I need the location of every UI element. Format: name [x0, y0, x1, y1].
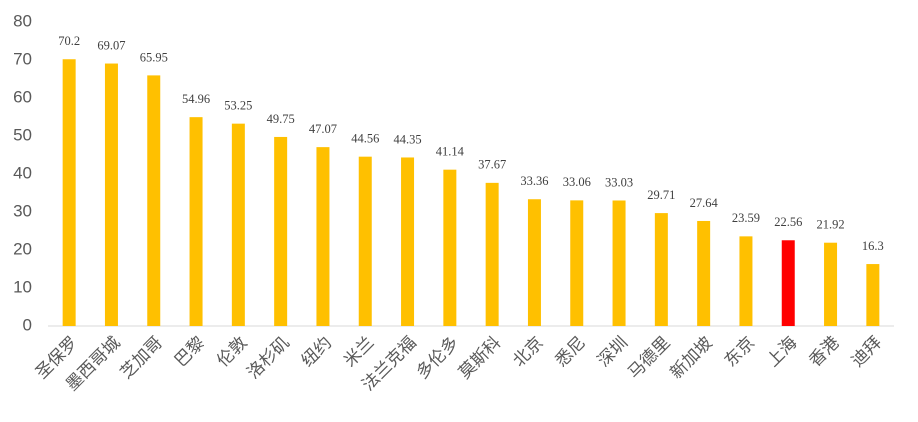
- value-label: 33.03: [605, 175, 633, 189]
- value-label: 49.75: [267, 112, 295, 126]
- value-label: 22.56: [774, 215, 802, 229]
- x-tick-label: 新加坡: [667, 333, 717, 383]
- y-tick-label: 60: [13, 87, 32, 106]
- value-label: 44.56: [351, 132, 379, 146]
- x-tick-label: 伦敦: [213, 333, 251, 371]
- bar: [62, 59, 76, 327]
- bar: [739, 236, 753, 326]
- value-label: 69.07: [97, 38, 125, 52]
- bar: [612, 200, 626, 326]
- x-tick-label: 迪拜: [848, 333, 886, 371]
- y-tick-label: 70: [13, 49, 32, 68]
- y-tick-label: 30: [13, 201, 32, 220]
- y-tick-label: 10: [13, 277, 32, 296]
- bar: [697, 220, 711, 326]
- bar: [147, 75, 161, 326]
- value-label: 33.36: [520, 174, 548, 188]
- x-tick-label: 多伦多: [413, 333, 463, 383]
- x-tick-label: 香港: [805, 333, 843, 371]
- bar: [824, 242, 838, 326]
- x-tick-label: 莫斯科: [455, 333, 505, 383]
- y-tick-label: 80: [13, 11, 32, 30]
- x-tick-label: 芝加哥: [117, 333, 167, 383]
- bar: [527, 199, 541, 326]
- y-tick-label: 50: [13, 125, 32, 144]
- y-tick-label: 40: [13, 163, 32, 182]
- value-label: 41.14: [436, 145, 465, 159]
- bar: [189, 117, 203, 326]
- x-tick-label: 纽约: [298, 333, 336, 371]
- value-label: 44.35: [393, 132, 421, 146]
- bar: [443, 169, 457, 326]
- x-tick-label: 北京: [509, 333, 547, 371]
- x-tick-label: 马德里: [624, 333, 674, 383]
- value-label: 27.64: [690, 196, 719, 210]
- value-label: 21.92: [816, 218, 844, 232]
- bar: [654, 213, 668, 326]
- bar: [231, 123, 245, 327]
- x-tick-label: 上海: [763, 333, 801, 371]
- bar: [316, 147, 330, 326]
- value-label: 23.59: [732, 211, 760, 225]
- value-label: 70.2: [58, 34, 80, 48]
- y-tick-label: 20: [13, 239, 32, 258]
- bar: [866, 264, 880, 326]
- value-label: 54.96: [182, 92, 210, 106]
- bar: [104, 63, 118, 327]
- value-label: 37.67: [478, 158, 506, 172]
- x-tick-label: 深圳: [594, 333, 632, 371]
- x-tick-label: 巴黎: [171, 333, 209, 371]
- x-tick-label: 洛杉矶: [244, 333, 294, 383]
- value-label: 29.71: [647, 188, 675, 202]
- bar: [401, 157, 415, 326]
- value-label: 53.25: [224, 99, 252, 113]
- value-label: 16.3: [862, 239, 884, 253]
- y-tick-label: 0: [23, 315, 32, 334]
- bar: [274, 136, 288, 326]
- value-label: 47.07: [309, 122, 337, 136]
- bar: [358, 156, 372, 326]
- x-tick-label: 米兰: [340, 333, 378, 371]
- value-label: 33.06: [563, 175, 591, 189]
- bar: [485, 182, 499, 326]
- x-tick-label: 东京: [721, 333, 759, 371]
- bar: [781, 240, 795, 326]
- value-label: 65.95: [140, 50, 168, 64]
- x-tick-label: 悉尼: [552, 333, 590, 371]
- bar: [570, 200, 584, 326]
